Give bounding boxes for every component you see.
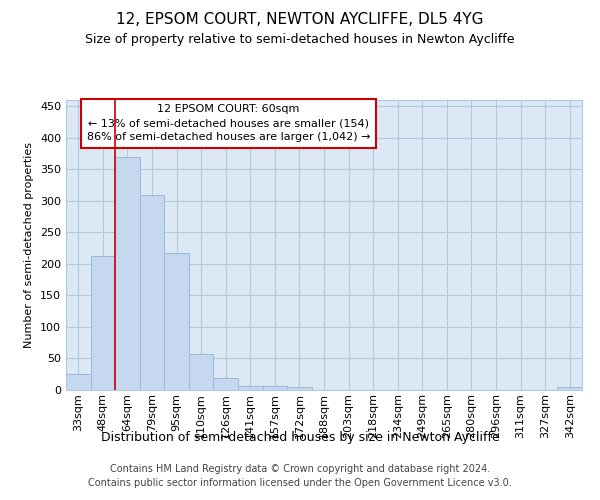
Bar: [115, 156, 140, 390]
Bar: [91, 256, 115, 390]
Text: 12, EPSOM COURT, NEWTON AYCLIFFE, DL5 4YG: 12, EPSOM COURT, NEWTON AYCLIFFE, DL5 4Y…: [116, 12, 484, 28]
Y-axis label: Number of semi-detached properties: Number of semi-detached properties: [25, 142, 34, 348]
Bar: [140, 194, 164, 390]
Bar: [164, 252, 189, 390]
Bar: [287, 388, 312, 390]
Bar: [238, 386, 263, 390]
Text: Contains HM Land Registry data © Crown copyright and database right 2024.
Contai: Contains HM Land Registry data © Crown c…: [88, 464, 512, 487]
Bar: [214, 378, 238, 390]
Bar: [263, 386, 287, 390]
Text: 12 EPSOM COURT: 60sqm
← 13% of semi-detached houses are smaller (154)
86% of sem: 12 EPSOM COURT: 60sqm ← 13% of semi-deta…: [87, 104, 370, 142]
Bar: [557, 387, 582, 390]
Bar: [189, 354, 214, 390]
Text: Distribution of semi-detached houses by size in Newton Aycliffe: Distribution of semi-detached houses by …: [101, 431, 499, 444]
Bar: [66, 374, 91, 390]
Text: Size of property relative to semi-detached houses in Newton Aycliffe: Size of property relative to semi-detach…: [85, 32, 515, 46]
